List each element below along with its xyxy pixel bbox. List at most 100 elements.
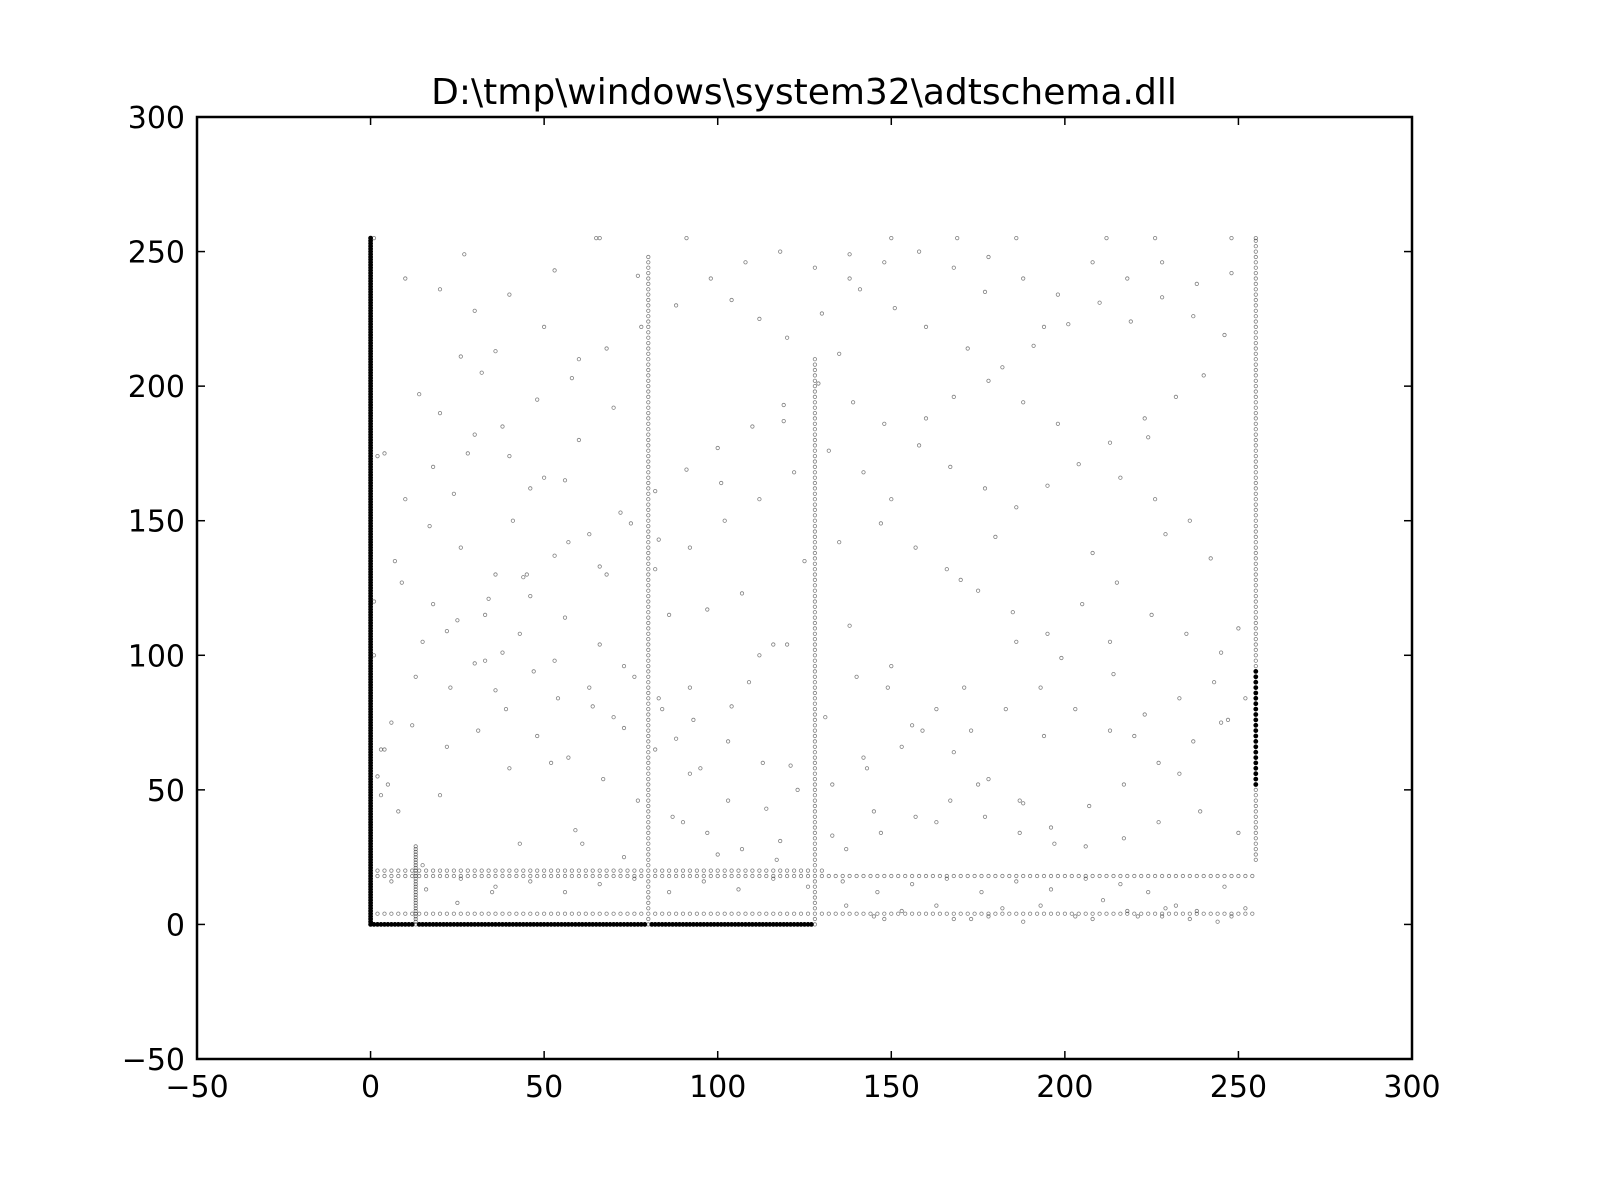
scatter-point bbox=[389, 720, 394, 725]
scatter-point bbox=[982, 289, 988, 294]
scatter-point bbox=[569, 873, 575, 879]
scatter-point bbox=[802, 558, 807, 564]
scatter-point bbox=[1191, 314, 1196, 319]
scatter-point bbox=[410, 723, 415, 728]
scatter-point bbox=[896, 873, 901, 879]
scatter-point bbox=[826, 448, 831, 453]
scatter-point bbox=[1111, 873, 1116, 879]
scatter-point bbox=[590, 704, 595, 709]
scatter-point bbox=[465, 868, 470, 873]
scatter-point bbox=[1156, 820, 1161, 825]
scatter-point bbox=[986, 914, 991, 919]
scatter-point bbox=[944, 876, 949, 881]
scatter-point bbox=[1111, 671, 1116, 677]
scatter-point bbox=[1153, 497, 1158, 502]
scatter-point bbox=[847, 623, 852, 628]
scatter-point bbox=[1253, 771, 1259, 777]
scatter-point bbox=[798, 868, 804, 873]
scatter-point bbox=[413, 849, 418, 854]
scatter-point bbox=[646, 513, 651, 518]
scatter-point bbox=[1253, 427, 1258, 432]
scatter-point bbox=[868, 911, 873, 916]
scatter-point bbox=[774, 857, 779, 862]
scatter-point bbox=[1097, 873, 1102, 879]
scatter-point bbox=[646, 610, 651, 615]
scatter-point bbox=[646, 636, 651, 642]
scatter-point bbox=[621, 854, 627, 860]
scatter-point bbox=[979, 911, 984, 916]
points-layer bbox=[368, 235, 1259, 927]
scatter-point bbox=[646, 841, 651, 846]
scatter-point bbox=[812, 911, 818, 916]
scatter-point bbox=[580, 841, 585, 846]
scatter-point bbox=[920, 728, 925, 733]
scatter-point bbox=[812, 690, 818, 696]
scatter-point bbox=[646, 529, 651, 534]
scatter-point bbox=[646, 911, 651, 916]
scatter-point bbox=[1076, 873, 1081, 879]
scatter-point bbox=[1125, 276, 1130, 281]
scatter-point bbox=[923, 324, 929, 329]
scatter-point bbox=[1038, 685, 1043, 690]
scatter-point bbox=[413, 865, 418, 871]
scatter-point bbox=[948, 464, 953, 469]
scatter-point bbox=[646, 572, 651, 577]
scatter-point bbox=[1125, 911, 1130, 916]
scatter-point bbox=[812, 394, 818, 399]
scatter-point bbox=[552, 553, 557, 558]
scatter-point bbox=[1236, 830, 1241, 836]
scatter-point bbox=[930, 911, 936, 916]
scatter-point bbox=[1191, 739, 1196, 744]
scatter-point bbox=[1021, 911, 1026, 916]
scatter-point bbox=[750, 424, 755, 429]
scatter-point bbox=[812, 357, 818, 362]
scatter-point bbox=[798, 873, 804, 879]
scatter-point bbox=[764, 806, 769, 811]
scatter-point bbox=[812, 480, 818, 486]
chart-title: D:\tmp\windows\system32\adtschema.dll bbox=[431, 72, 1177, 113]
scatter-point bbox=[646, 324, 651, 329]
scatter-point bbox=[705, 830, 710, 836]
scatter-point bbox=[812, 486, 818, 491]
scatter-point bbox=[955, 236, 960, 241]
scatter-point bbox=[1253, 674, 1259, 680]
scatter-point bbox=[413, 903, 418, 908]
scatter-point bbox=[878, 521, 884, 526]
scatter-point bbox=[1048, 873, 1054, 879]
scatter-point bbox=[646, 427, 651, 432]
scatter-point bbox=[1173, 394, 1179, 399]
scatter-point bbox=[413, 854, 418, 860]
scatter-point bbox=[604, 572, 609, 577]
scatter-point bbox=[420, 639, 425, 644]
scatter-point bbox=[889, 497, 894, 502]
y-tick-label: 0 bbox=[166, 908, 185, 943]
scatter-point bbox=[646, 626, 651, 631]
scatter-point bbox=[646, 604, 651, 609]
scatter-point bbox=[590, 868, 595, 873]
scatter-point bbox=[635, 273, 641, 278]
scatter-point bbox=[1253, 803, 1258, 809]
scatter-point bbox=[1201, 873, 1206, 879]
scatter-point bbox=[1021, 919, 1026, 924]
scatter-point bbox=[635, 798, 641, 803]
scatter-point bbox=[1253, 765, 1259, 771]
scatter-point bbox=[576, 437, 582, 443]
scatter-point bbox=[611, 873, 616, 879]
scatter-point bbox=[666, 873, 672, 879]
scatter-point bbox=[1045, 631, 1050, 636]
scatter-point bbox=[646, 335, 651, 340]
scatter-point bbox=[993, 534, 998, 540]
scatter-point bbox=[812, 615, 818, 620]
scatter-point bbox=[465, 911, 470, 916]
scatter-point bbox=[750, 911, 755, 916]
scatter-point bbox=[812, 771, 818, 776]
scatter-point bbox=[812, 642, 818, 647]
scatter-point bbox=[868, 873, 873, 879]
scatter-point bbox=[791, 868, 797, 873]
x-tick-label: 150 bbox=[863, 1070, 920, 1105]
scatter-point bbox=[646, 491, 651, 496]
scatter-point bbox=[1087, 803, 1092, 809]
scatter-point bbox=[1121, 782, 1127, 787]
scatter-point bbox=[646, 873, 651, 879]
scatter-point bbox=[413, 857, 418, 862]
